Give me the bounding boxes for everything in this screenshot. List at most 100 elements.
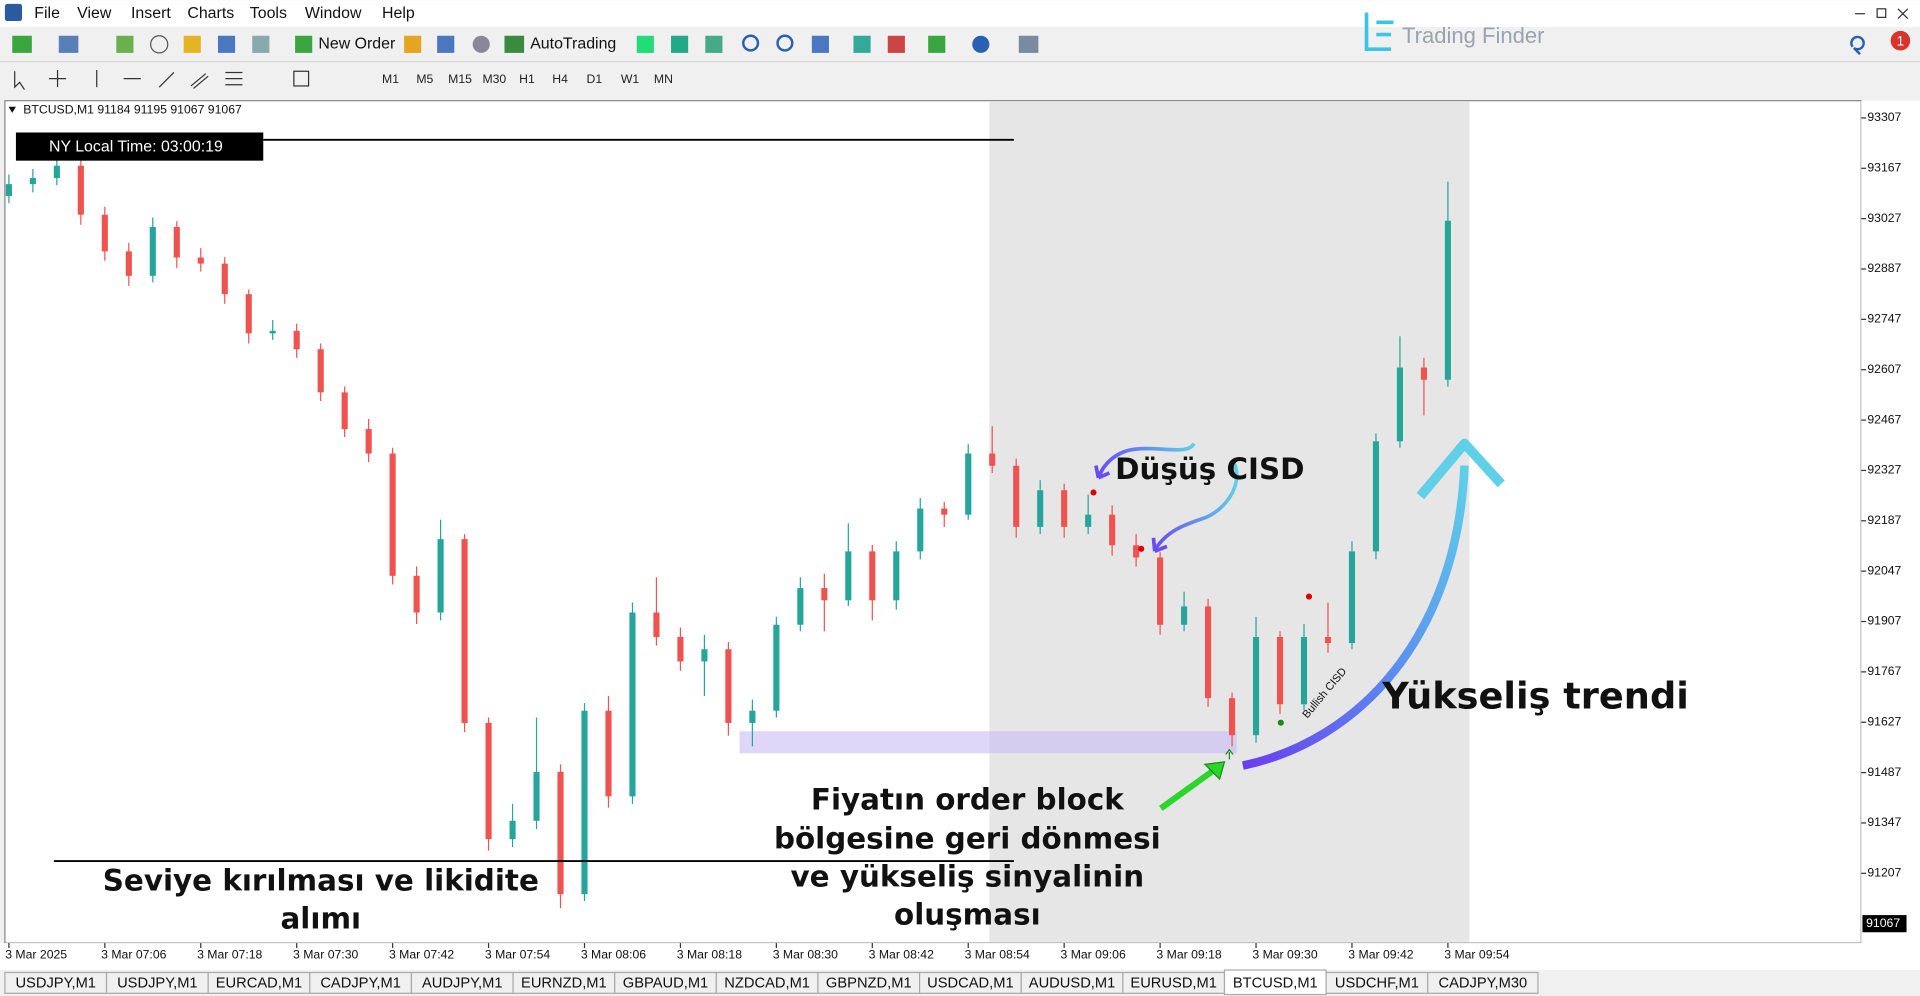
tab-label[interactable]: GBPAUD,M1 — [623, 975, 708, 991]
timeframe-button[interactable]: W1 — [621, 72, 640, 86]
timeframe-button[interactable]: M1 — [382, 72, 399, 86]
icon-bars[interactable] — [636, 35, 654, 53]
icon-tile[interactable] — [811, 35, 829, 53]
tabs: USDJPY,M1 USDJPY,M1 EURCAD,M1 CADJPY,M1 AUDJ… — [4, 969, 1539, 996]
bearish-cisd-label: Düşüş CISD — [1115, 452, 1304, 486]
new-order-label[interactable]: New Order — [318, 36, 396, 53]
icon-terminal[interactable] — [217, 35, 236, 53]
timeframe-button[interactable]: M5 — [416, 72, 433, 86]
candle-body — [365, 429, 372, 454]
restore[interactable] — [1876, 8, 1887, 18]
tab-label[interactable]: AUDJPY,M1 — [422, 975, 503, 991]
icon-shift[interactable] — [887, 35, 905, 53]
candle-body — [845, 551, 852, 601]
menu-item[interactable]: Insert — [131, 5, 171, 22]
icon-tester[interactable] — [252, 35, 270, 53]
tab-label[interactable]: CADJPY,M1 — [320, 975, 401, 991]
icon-autoscroll[interactable] — [853, 35, 871, 53]
tab-label[interactable]: BTCUSD,M1 — [1233, 975, 1318, 991]
candle-body — [629, 612, 636, 797]
timeframe-button[interactable]: MN — [654, 72, 673, 86]
candle-body — [1324, 636, 1332, 644]
y-tick-label: 93307 — [1867, 110, 1901, 124]
icon-line[interactable] — [705, 35, 723, 53]
tab-label[interactable]: EURUSD,M1 — [1130, 975, 1217, 991]
icon-market[interactable] — [472, 35, 490, 53]
candle-body — [1300, 636, 1308, 705]
timeframe-button[interactable]: M30 — [482, 72, 506, 86]
x-tick-label: 3 Mar 08:42 — [869, 948, 934, 962]
x-tick-label: 3 Mar 08:06 — [581, 948, 646, 962]
candle-body — [5, 184, 12, 196]
icon-indicators[interactable] — [928, 35, 946, 53]
candle-body — [1252, 636, 1260, 736]
tab[interactable] — [1427, 971, 1539, 994]
tab-label[interactable]: AUDUSD,M1 — [1029, 975, 1116, 991]
icon-cursor[interactable] — [14, 71, 25, 90]
menu-item[interactable]: File — [34, 5, 60, 22]
clock-box — [15, 132, 264, 161]
current-price-label: 91067 — [1866, 916, 1900, 930]
icon-templates[interactable] — [1018, 35, 1039, 53]
x-tick-label: 3 Mar 08:18 — [677, 948, 742, 962]
y-tick-label: 91907 — [1867, 614, 1901, 628]
icon-editor[interactable] — [404, 35, 422, 53]
icon-crosshair[interactable] — [48, 70, 67, 88]
session-shade — [989, 101, 1470, 942]
autotrading-label[interactable]: AutoTrading — [530, 36, 616, 53]
menu-item[interactable]: View — [77, 5, 112, 22]
icon-zoom-out[interactable] — [776, 34, 794, 52]
notification-badge[interactable] — [1890, 30, 1911, 51]
icon-text[interactable] — [293, 70, 310, 87]
icon-navigator[interactable] — [183, 35, 201, 53]
y-tick-label: 92187 — [1867, 513, 1901, 527]
icon-periods[interactable] — [972, 35, 990, 53]
icon-channel[interactable] — [190, 73, 209, 89]
x-tick-label: 3 Mar 07:06 — [101, 948, 166, 962]
tab-label[interactable]: NZDCAD,M1 — [724, 975, 810, 991]
candle-body — [269, 330, 276, 334]
search-icon[interactable] — [1850, 35, 1865, 55]
tab[interactable] — [1223, 969, 1327, 996]
clock-text: NY Local Time: 03:00:19 — [49, 138, 223, 155]
tab-label[interactable]: EURCAD,M1 — [216, 975, 303, 991]
close[interactable] — [1897, 8, 1909, 20]
logo-text: Trading Finder — [1402, 23, 1544, 48]
icon-new-chart[interactable] — [12, 35, 32, 53]
icon-profiles[interactable] — [58, 35, 79, 53]
icon-autotrading[interactable] — [504, 35, 525, 53]
menu-item[interactable]: Window — [305, 5, 362, 22]
icon-signals[interactable] — [437, 35, 455, 53]
candle-body — [653, 612, 660, 637]
candle-body — [893, 551, 900, 601]
menu-item[interactable]: Help — [382, 5, 415, 22]
tab-label[interactable]: USDJPY,M1 — [15, 975, 96, 991]
icon-fibo[interactable] — [225, 71, 243, 86]
icon-zoom-in[interactable] — [742, 34, 760, 52]
timeframe-button[interactable]: M15 — [448, 72, 472, 86]
tab-label[interactable]: EURNZD,M1 — [521, 975, 607, 991]
icon-data-window[interactable] — [150, 35, 169, 54]
icon-market-watch[interactable] — [116, 35, 134, 53]
icon-candles[interactable] — [671, 35, 689, 53]
timeframe-button[interactable]: D1 — [587, 72, 603, 86]
tab-label[interactable]: USDCHF,M1 — [1335, 975, 1419, 991]
x-tick-label: 3 Mar 09:18 — [1156, 948, 1221, 962]
candle-body — [797, 588, 804, 625]
icon-new-order[interactable] — [295, 35, 313, 53]
tab-label[interactable]: USDCAD,M1 — [927, 975, 1014, 991]
tab-label[interactable]: GBPNZD,M1 — [826, 975, 912, 991]
y-tick-label: 91207 — [1867, 866, 1901, 880]
timeframe-button[interactable]: H4 — [552, 72, 568, 86]
tab-label[interactable]: CADJPY,M30 — [1438, 975, 1527, 991]
menu-item[interactable]: Charts — [187, 5, 234, 22]
x-tick-label: 3 Mar 07:42 — [389, 948, 454, 962]
candle-body — [1276, 636, 1284, 705]
tab-label[interactable]: USDJPY,M1 — [117, 975, 198, 991]
candle-body — [557, 771, 564, 895]
menu-item[interactable]: Tools — [250, 5, 287, 22]
icon-trendline[interactable] — [158, 72, 175, 88]
y-tick-label: 91767 — [1867, 664, 1901, 678]
candle-body — [437, 539, 444, 613]
timeframe-button[interactable]: H1 — [519, 72, 535, 86]
